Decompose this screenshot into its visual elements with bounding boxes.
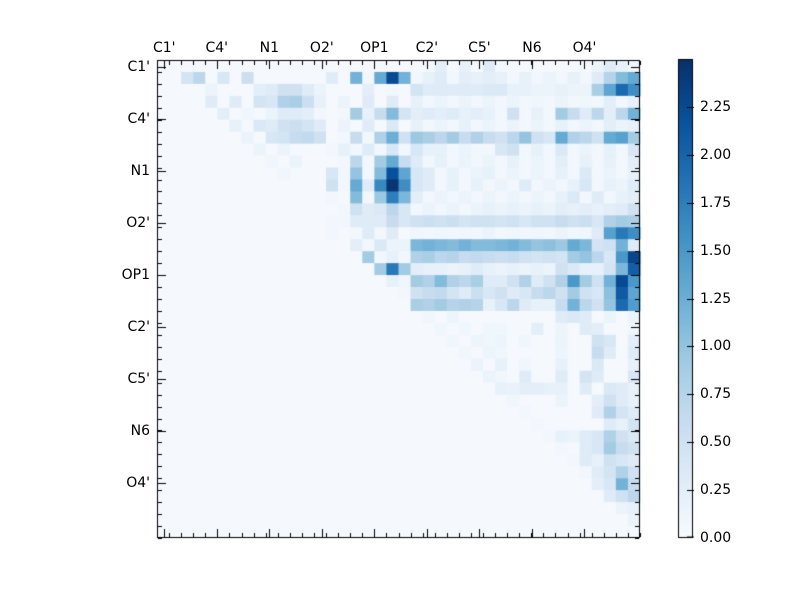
colorbar-tick-label: 1.50 — [700, 242, 732, 259]
colorbar-tick-label: 1.25 — [700, 290, 732, 307]
colorbar-tick-label: 0.50 — [700, 434, 732, 451]
colorbar-tick-label: 0.75 — [700, 386, 732, 403]
x-tick-label: O2' — [309, 40, 334, 56]
y-tick-label: O2' — [126, 215, 150, 232]
x-tick-label: C2' — [415, 40, 439, 56]
y-tick-label: C2' — [127, 319, 150, 336]
colorbar-tick-label: 2.25 — [700, 98, 732, 115]
y-tick-label: O4' — [126, 475, 150, 492]
x-tick-label: N6 — [522, 40, 542, 56]
y-tick-label: OP1 — [121, 267, 150, 284]
x-tick-label: O4' — [572, 40, 597, 56]
y-tick-label: C1' — [127, 59, 150, 76]
x-tick-label: C4' — [205, 40, 229, 56]
y-tick-label: N6 — [130, 423, 150, 440]
y-tick-label: C5' — [127, 371, 150, 388]
x-tick-label: C1' — [152, 40, 176, 56]
colorbar-tick-label: 0.25 — [700, 482, 732, 499]
colorbar-tick-label: 0.00 — [700, 530, 732, 546]
x-tick-label: C5' — [468, 40, 491, 56]
colorbar-tick-label: 1.75 — [700, 194, 732, 211]
y-tick-label: N1 — [130, 163, 150, 180]
colorbar-tick-label: 1.00 — [700, 338, 732, 355]
colorbar-tick-label: 2.00 — [700, 146, 732, 163]
x-tick-label: OP1 — [360, 40, 389, 56]
y-tick-label: C4' — [127, 111, 150, 128]
x-tick-label: N1 — [259, 40, 279, 56]
